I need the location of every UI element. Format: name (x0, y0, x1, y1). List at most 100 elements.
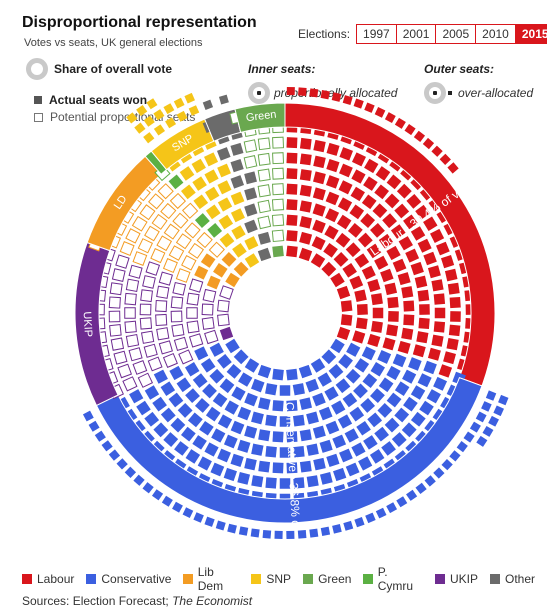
tab-2015[interactable]: 2015 (514, 25, 547, 43)
legend-item-pcymru: P. Cymru (363, 565, 423, 593)
seat-conservative (328, 363, 344, 379)
seat-conservative (402, 369, 417, 384)
outer-seat-conservative (124, 466, 137, 478)
outer-seat-conservative (343, 520, 354, 531)
seat-labour (382, 213, 398, 229)
seat-lib-dem (162, 258, 178, 274)
seat-labour (370, 320, 383, 333)
seat-conservative (174, 441, 189, 456)
seat-labour (299, 184, 312, 197)
seat-ukip (139, 317, 153, 330)
outer-seat-snp (126, 112, 138, 124)
seat-ukip (219, 326, 234, 341)
seat-labour (372, 203, 388, 219)
seat-labour (415, 204, 430, 220)
seat-labour (299, 137, 312, 150)
seat-conservative (433, 376, 448, 391)
seat-snp (192, 176, 207, 191)
seat-conservative (344, 428, 359, 443)
seat-p-cymru (168, 174, 184, 190)
seat-green (257, 215, 272, 230)
seat-ukip (217, 299, 230, 313)
outer-seat-labour (422, 137, 435, 150)
seat-labour (336, 285, 351, 300)
seat-lib-dem (150, 248, 166, 264)
seat-conservative (177, 402, 193, 418)
seat-labour (323, 242, 338, 258)
seat-conservative (377, 349, 392, 364)
seat-ukip (147, 356, 163, 372)
seat-labour (352, 330, 366, 344)
seat-conservative (367, 412, 383, 428)
seat-labour (380, 268, 394, 283)
seat-labour (403, 300, 415, 312)
seat-conservative (363, 435, 378, 450)
seat-conservative (211, 428, 226, 443)
outer-seat-conservative (88, 420, 100, 432)
seat-labour (387, 296, 399, 309)
seat-snp (219, 232, 235, 248)
seat-labour (361, 265, 376, 280)
outer-seat-conservative (215, 520, 226, 531)
seat-lib-dem (225, 272, 240, 288)
seat-green (243, 139, 258, 153)
seat-lib-dem (194, 265, 209, 280)
seat-ukip (155, 299, 168, 313)
seat-ukip (113, 350, 128, 365)
seat-green (257, 168, 271, 182)
seat-ukip (128, 264, 143, 279)
seat-labour (430, 228, 445, 243)
outer-seat-conservative (227, 523, 237, 534)
outer-seat-conservative (375, 507, 387, 519)
legend-label: UKIP (449, 572, 478, 586)
seat-ukip (139, 303, 152, 316)
outer-seat-conservative (116, 458, 128, 470)
seat-labour (370, 222, 385, 238)
outer-seat-conservative (332, 524, 342, 534)
seat-ukip (162, 352, 178, 368)
seat-labour (326, 142, 340, 156)
seat-labour (286, 183, 298, 195)
seat-conservative (225, 338, 240, 354)
seat-conservative (391, 432, 407, 447)
outer-seat-conservative (481, 401, 492, 412)
seat-conservative (394, 407, 410, 423)
tab-2005[interactable]: 2005 (435, 25, 475, 43)
seat-lib-dem (181, 255, 197, 271)
seat-labour (438, 364, 453, 378)
seat-conservative (257, 364, 272, 379)
outer-seats-desc: over-allocated (458, 86, 534, 100)
tab-2010[interactable]: 2010 (475, 25, 515, 43)
ring-label-ukip: UKIP (81, 311, 94, 337)
seat-conservative (265, 477, 277, 489)
seat-conservative (374, 426, 390, 442)
seat-labour (401, 286, 414, 299)
seat-conservative (333, 467, 347, 482)
seat-conservative (325, 420, 340, 435)
seat-conservative (244, 392, 258, 407)
tab-2001[interactable]: 2001 (395, 25, 436, 43)
seat-lib-dem (151, 213, 168, 230)
seat-ukip (142, 275, 156, 289)
seat-labour (446, 338, 459, 351)
seat-conservative (410, 385, 426, 400)
seat-labour (433, 293, 446, 305)
seat-labour (286, 199, 298, 211)
outer-seat-conservative (424, 475, 436, 487)
seat-conservative (356, 420, 371, 436)
outer-seat-conservative (463, 431, 475, 443)
seat-conservative (360, 398, 376, 413)
seat-labour (286, 245, 298, 258)
tab-1997[interactable]: 1997 (363, 27, 390, 41)
seat-labour (299, 153, 312, 166)
seat-conservative (345, 462, 360, 477)
outer-seat-labour (374, 107, 386, 118)
seat-conservative (238, 372, 253, 387)
seat-labour (326, 158, 340, 173)
seat-ukip (201, 303, 214, 316)
outer-seat-conservative (262, 529, 272, 539)
seat-ukip (171, 323, 185, 337)
seat-ukip (204, 329, 219, 345)
outer-seat-labour (353, 98, 364, 109)
seat-labour (349, 275, 364, 290)
